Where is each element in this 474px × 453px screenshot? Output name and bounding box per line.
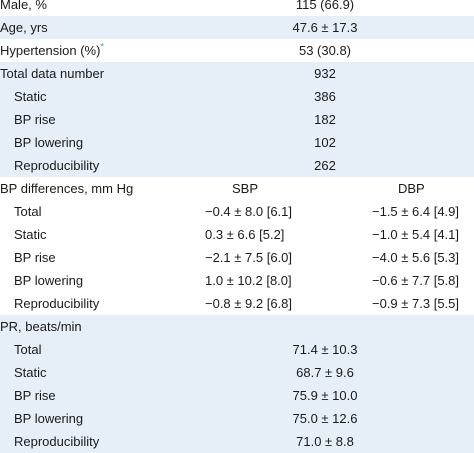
table-row-reproducibility: Reproducibility 262 bbox=[0, 154, 474, 177]
row-value: 932 bbox=[314, 66, 336, 81]
sbp-value: −2.1 ± 7.5 [6.0] bbox=[205, 250, 293, 265]
row-label: Total bbox=[14, 204, 42, 219]
row-label: Reproducibility bbox=[14, 434, 100, 449]
row-label: BP rise bbox=[14, 112, 56, 127]
row-label: Total data number bbox=[0, 66, 105, 81]
table-row-hypertension: Hypertension (%)* 53 (30.8) bbox=[0, 39, 474, 62]
row-label: BP rise bbox=[14, 388, 56, 403]
table-row-bp-rise: BP rise 182 bbox=[0, 108, 474, 131]
row-label: Static bbox=[14, 89, 47, 104]
row-label: BP rise bbox=[14, 250, 56, 265]
table-row-bp-diff-bp-rise: BP rise −2.1 ± 7.5 [6.0] −4.0 ± 5.6 [5.3… bbox=[0, 246, 474, 269]
row-value: 75.9 ± 10.0 bbox=[292, 388, 358, 403]
row-label: Reproducibility bbox=[14, 296, 100, 311]
table-row-bp-diff-total: Total −0.4 ± 8.0 [6.1] −1.5 ± 6.4 [4.9] bbox=[0, 200, 474, 223]
column-header-dbp: DBP bbox=[398, 181, 425, 196]
footnote-mark: * bbox=[100, 41, 104, 52]
sbp-value: 0.3 ± 6.6 [5.2] bbox=[205, 227, 285, 242]
row-label: BP lowering bbox=[14, 273, 84, 288]
sbp-value: −0.4 ± 8.0 [6.1] bbox=[205, 204, 293, 219]
table-row-pr-bp-lowering: BP lowering 75.0 ± 12.6 bbox=[0, 407, 474, 430]
table-row-static: Static 386 bbox=[0, 85, 474, 108]
row-label: Hypertension (%)* bbox=[0, 39, 104, 62]
dbp-value: −0.9 ± 7.3 [5.5] bbox=[372, 296, 460, 311]
table-row-pr-bp-rise: BP rise 75.9 ± 10.0 bbox=[0, 384, 474, 407]
sbp-value: −0.8 ± 9.2 [6.8] bbox=[205, 296, 293, 311]
row-label: Total bbox=[14, 342, 42, 357]
table-row-age: Age, yrs 47.6 ± 17.3 bbox=[0, 16, 474, 39]
row-value: 47.6 ± 17.3 bbox=[292, 20, 358, 35]
table-row-bp-diff-bp-lowering: BP lowering 1.0 ± 10.2 [8.0] −0.6 ± 7.7 … bbox=[0, 269, 474, 292]
row-value: 115 (66.9) bbox=[295, 0, 355, 12]
table-row-pr-static: Static 68.7 ± 9.6 bbox=[0, 361, 474, 384]
table-row-pr-reproducibility: Reproducibility 71.0 ± 8.8 bbox=[0, 430, 474, 453]
row-value: 71.0 ± 8.8 bbox=[296, 434, 354, 449]
row-label: Age, yrs bbox=[0, 20, 48, 35]
table-row-pr-header: PR, beats/min bbox=[0, 315, 474, 338]
row-value: 262 bbox=[314, 158, 336, 173]
dbp-value: −0.6 ± 7.7 [5.8] bbox=[372, 273, 460, 288]
row-label-text: Hypertension (%) bbox=[0, 43, 101, 58]
dbp-value: −4.0 ± 5.6 [5.3] bbox=[372, 250, 460, 265]
section-label: PR, beats/min bbox=[0, 319, 82, 334]
table-row-bp-diff-reproducibility: Reproducibility −0.8 ± 9.2 [6.8] −0.9 ± … bbox=[0, 292, 474, 315]
row-label: Static bbox=[14, 365, 47, 380]
row-label: BP lowering bbox=[14, 411, 84, 426]
table-row-total-data: Total data number 932 bbox=[0, 62, 474, 85]
row-value: 102 bbox=[314, 135, 336, 150]
table-row-bp-diff-static: Static 0.3 ± 6.6 [5.2] −1.0 ± 5.4 [4.1] bbox=[0, 223, 474, 246]
table-row-bp-lowering: BP lowering 102 bbox=[0, 131, 474, 154]
row-label: Reproducibility bbox=[14, 158, 100, 173]
table-row-bp-differences-header: BP differences, mm Hg SBP DBP bbox=[0, 177, 474, 200]
row-value: 53 (30.8) bbox=[298, 43, 352, 58]
row-label: Static bbox=[14, 227, 47, 242]
section-label: BP differences, mm Hg bbox=[0, 181, 134, 196]
sbp-value: 1.0 ± 10.2 [8.0] bbox=[205, 273, 292, 288]
column-header-sbp: SBP bbox=[232, 181, 259, 196]
row-label: BP lowering bbox=[14, 135, 84, 150]
row-label: Male, % bbox=[0, 0, 47, 12]
table-row-male: Male, % 115 (66.9) bbox=[0, 0, 474, 16]
table-row-pr-total: Total 71.4 ± 10.3 bbox=[0, 338, 474, 361]
row-value: 71.4 ± 10.3 bbox=[292, 342, 358, 357]
row-value: 386 bbox=[314, 89, 336, 104]
row-value: 182 bbox=[314, 112, 336, 127]
dbp-value: −1.5 ± 6.4 [4.9] bbox=[372, 204, 460, 219]
row-value: 75.0 ± 12.6 bbox=[292, 411, 358, 426]
row-value: 68.7 ± 9.6 bbox=[296, 365, 354, 380]
dbp-value: −1.0 ± 5.4 [4.1] bbox=[372, 227, 460, 242]
